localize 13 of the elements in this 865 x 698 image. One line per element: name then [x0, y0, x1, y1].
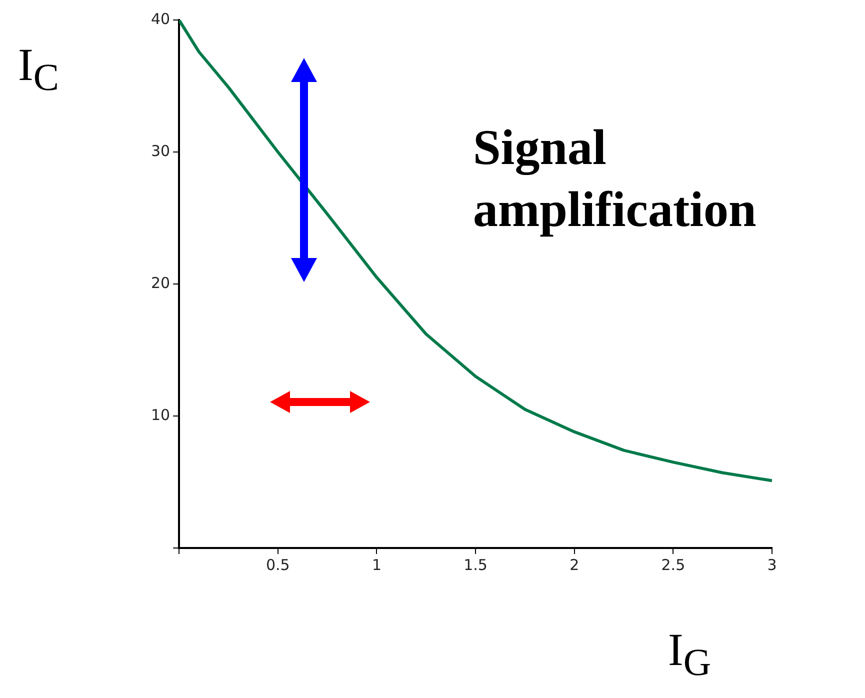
y-axis-title: I$_{C}$ — [18, 38, 59, 100]
x-tick-label: 1.5 — [464, 556, 488, 574]
x-tick-label: 2 — [570, 556, 580, 574]
y-tick-label: 40 — [150, 10, 170, 28]
x-tick-label: 3 — [767, 556, 777, 574]
x-tick-label: 1 — [372, 556, 382, 574]
y-tick-label: 30 — [150, 142, 170, 160]
y-tick-label: 20 — [150, 274, 170, 292]
x-tick-label: 0.5 — [266, 556, 290, 574]
x-axis-title: I$_{G}$ — [668, 623, 712, 686]
annotation: Signal amplification — [473, 118, 758, 239]
x-tick-label: 2.5 — [661, 556, 686, 574]
y-tick-label: 10 — [150, 406, 170, 424]
